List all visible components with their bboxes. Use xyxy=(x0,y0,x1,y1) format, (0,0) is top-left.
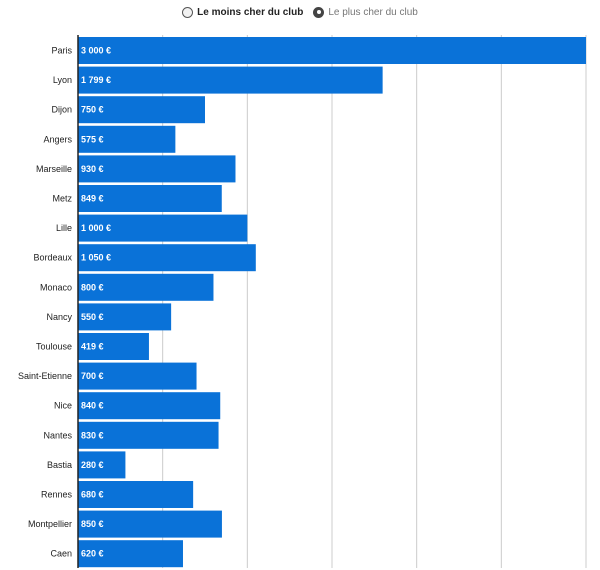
bar xyxy=(78,510,222,538)
value-label: 575 € xyxy=(81,134,104,144)
category-label: Bordeaux xyxy=(33,253,72,263)
category-label: Marseille xyxy=(36,164,72,174)
toggle-label-min: Le moins cher du club xyxy=(197,6,304,18)
bar xyxy=(78,37,586,64)
category-label: Nice xyxy=(54,401,72,411)
category-label: Montpellier xyxy=(28,519,72,529)
category-label: Toulouse xyxy=(36,342,72,352)
category-label: Lyon xyxy=(53,75,72,85)
bar xyxy=(78,96,205,124)
bar xyxy=(78,214,248,242)
bar xyxy=(78,333,149,360)
value-label: 700 € xyxy=(81,371,104,381)
category-label: Saint-Etienne xyxy=(18,371,72,381)
bar xyxy=(78,451,126,479)
bar xyxy=(78,303,172,331)
value-label: 1 050 € xyxy=(81,253,111,263)
value-label: 550 € xyxy=(81,312,104,322)
value-label: 840 € xyxy=(81,401,104,411)
bar xyxy=(78,540,183,568)
category-label: Metz xyxy=(52,194,72,204)
value-label: 830 € xyxy=(81,430,104,440)
value-label: 930 € xyxy=(81,164,104,174)
toggle-label-max: Le plus cher du club xyxy=(328,6,418,18)
bar xyxy=(78,362,197,390)
value-label: 280 € xyxy=(81,460,104,470)
value-label: 1 000 € xyxy=(81,223,111,233)
category-label: Nantes xyxy=(43,430,72,440)
category-label: Bastia xyxy=(47,460,72,470)
category-label: Caen xyxy=(50,549,72,559)
value-label: 3 000 € xyxy=(81,46,111,56)
radio-checked-icon[interactable] xyxy=(313,6,325,18)
bar xyxy=(78,244,256,272)
radio-unchecked-icon[interactable] xyxy=(182,6,194,18)
bar xyxy=(78,185,222,212)
bar xyxy=(78,155,236,183)
bar xyxy=(78,66,383,94)
bar xyxy=(78,481,194,508)
value-label: 1 799 € xyxy=(81,75,111,85)
bar xyxy=(78,392,221,420)
value-label: 850 € xyxy=(81,519,104,529)
value-label: 680 € xyxy=(81,490,104,500)
value-label: 849 € xyxy=(81,194,104,204)
value-label: 800 € xyxy=(81,282,104,292)
category-label: Rennes xyxy=(41,490,73,500)
category-label: Angers xyxy=(43,134,72,144)
category-label: Monaco xyxy=(40,282,72,292)
bar xyxy=(78,125,176,153)
toggle-option-max[interactable]: Le plus cher du club xyxy=(313,6,418,18)
toggle-option-min[interactable]: Le moins cher du club xyxy=(182,6,304,18)
value-label: 620 € xyxy=(81,549,104,559)
category-label: Dijon xyxy=(51,105,72,115)
bar xyxy=(78,421,219,449)
category-label: Nancy xyxy=(46,312,72,322)
value-label: 419 € xyxy=(81,342,104,352)
price-toggle: Le moins cher du club Le plus cher du cl… xyxy=(0,4,600,20)
bar xyxy=(78,273,214,301)
category-label: Lille xyxy=(56,223,72,233)
category-label: Paris xyxy=(51,46,72,56)
value-label: 750 € xyxy=(81,105,104,115)
